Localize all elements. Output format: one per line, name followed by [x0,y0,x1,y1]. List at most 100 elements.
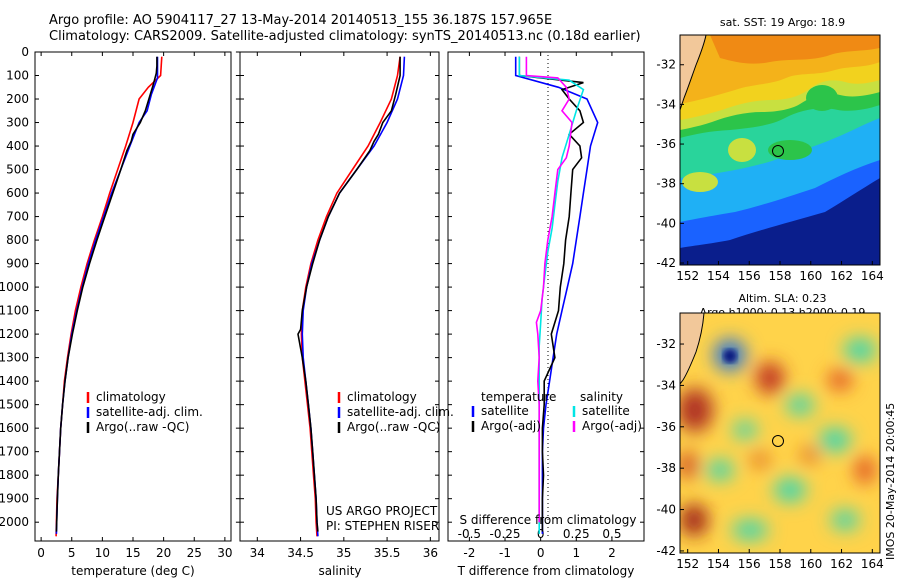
x-tick-label: 36 [423,546,438,560]
map-lat-tick-label: -36 [656,420,676,434]
map-lat-tick-label: -38 [656,461,676,475]
x-tick-label: 2 [608,546,616,560]
depth-axis: 0 100 200 300 400 500 600 700 800 900 1000 1100 1200… [0,45,644,529]
depth-tick-label: 2000 [0,515,29,529]
map-lat-tick-label: -34 [656,378,676,392]
map-lon-tick-label: 162 [830,557,853,571]
x-tick-label: 0 [37,546,45,560]
depth-tick-label: 1200 [0,327,29,341]
map-lon-tick-label: 156 [738,557,761,571]
legend-label: climatology [96,390,166,404]
diff-series-salinity-argo-adj- [525,56,573,523]
x-tick-label: -1 [499,546,511,560]
salinity-diff-tick-label: -0.25 [489,527,520,541]
difference-xlabel: T difference from climatology [457,564,635,578]
legend-label: Argo(-adj) [582,419,642,433]
salinity-diff-tick-label: -0.5 [458,527,481,541]
series-climatology [300,56,401,537]
map-lat-tick-label: -36 [656,137,676,151]
temperature-panel-frame [34,51,232,542]
map-lat-tick-label: -34 [656,97,676,111]
x-tick-label: 0 [537,546,545,560]
depth-tick-label: 200 [6,92,29,106]
salinity-xlabel: salinity [318,564,361,578]
diff-series-temperature-satellite [514,56,599,534]
x-tick-label: 25 [187,546,202,560]
legend-label: satellite [582,404,630,418]
difference-top-label: S difference from climatology [460,513,637,527]
map-lon-tick-label: 152 [676,557,699,571]
pi-credit: PI: STEPHEN RISER [326,519,439,533]
depth-tick-label: 300 [6,116,29,130]
map-lon-tick-label: 158 [769,269,792,283]
sla-map-title: Altim. SLA: 0.23 [738,292,827,305]
temperature-legend: climatology satellite-adj. clim. Argo(..… [86,390,203,434]
map-lat-tick-label: -40 [656,503,676,517]
diff-series-salinity-satellite [518,56,585,534]
sla-map [680,313,880,553]
map-lon-tick-label: 162 [830,269,853,283]
argo-position-marker-sla [772,435,784,447]
x-tick-label: 1 [572,546,580,560]
x-tick-label: 35.5 [374,546,401,560]
depth-tick-label: 1300 [0,351,29,365]
depth-tick-label: 600 [6,186,29,200]
salinity-diff-tick-label: 0 [537,527,545,541]
map-lat-tick-label: -38 [656,177,676,191]
series-satellite-adj-clim- [55,56,159,534]
legend-label: satellite-adj. clim. [96,405,203,419]
depth-tick-label: 700 [6,210,29,224]
salinity-curves [297,56,406,537]
salinity-panel-frame [239,51,440,542]
temperature-xlabel: temperature (deg C) [71,564,194,578]
x-tick-label: 30 [217,546,232,560]
series-argo-raw-qc- [55,56,158,532]
map-lat-tick-label: -40 [656,216,676,230]
project-credit: US ARGO PROJECT [326,504,438,518]
x-tick-label: 20 [156,546,171,560]
depth-tick-label: 1000 [0,280,29,294]
x-tick-label: 10 [95,546,110,560]
temperature-x-axis: 0 5 10 15 20 25 30 [37,52,233,560]
x-tick-label: -2 [463,546,475,560]
legend-label: Argo(-adj) [481,419,541,433]
depth-tick-label: 1500 [0,398,29,412]
legend-salinity-heading: salinity [580,390,623,404]
depth-tick-label: 1800 [0,468,29,482]
legend-label: Argo(..raw -QC) [347,420,440,434]
depth-tick-label: 500 [6,163,29,177]
temperature-curves [55,56,163,537]
salinity-legend: climatology satellite-adj. clim. Argo(..… [337,390,454,434]
legend-temperature-heading: temperature [481,390,556,404]
map-lat-tick-label: -32 [656,58,676,72]
salinity-diff-tick-label: 0.5 [602,527,621,541]
x-tick-label: 35 [336,546,351,560]
map-lon-tick-label: 154 [707,557,730,571]
diff-series-temperature-argo-adj- [518,56,585,532]
map-lat-tick-label: -42 [656,256,676,270]
sst-map-title: sat. SST: 19 Argo: 18.9 [719,16,846,29]
map-lon-tick-label: 154 [707,269,730,283]
legend-label: satellite [481,404,529,418]
map-lat-tick-label: -32 [656,337,676,351]
argo-position-marker [772,145,784,157]
depth-tick-label: 1600 [0,421,29,435]
series-argo-raw-qc- [297,56,401,532]
depth-tick-label: 0 [21,45,29,59]
figure-title-line1: Argo profile: AO 5904117_27 13-May-2014 … [49,13,553,28]
map-lon-tick-label: 158 [769,557,792,571]
depth-tick-label: 1400 [0,374,29,388]
depth-tick-label: 1100 [0,304,29,318]
depth-tick-label: 900 [6,257,29,271]
x-tick-label: 5 [68,546,76,560]
depth-tick-label: 1900 [0,492,29,506]
legend-label: satellite-adj. clim. [347,405,454,419]
salinity-x-axis: 34 34.5 35 35.5 36 [250,52,438,560]
x-tick-label: 34.5 [287,546,314,560]
difference-curves [514,56,599,534]
depth-tick-label: 1700 [0,445,29,459]
figure-title-line2: Climatology: CARS2009. Satellite-adjuste… [49,29,641,44]
